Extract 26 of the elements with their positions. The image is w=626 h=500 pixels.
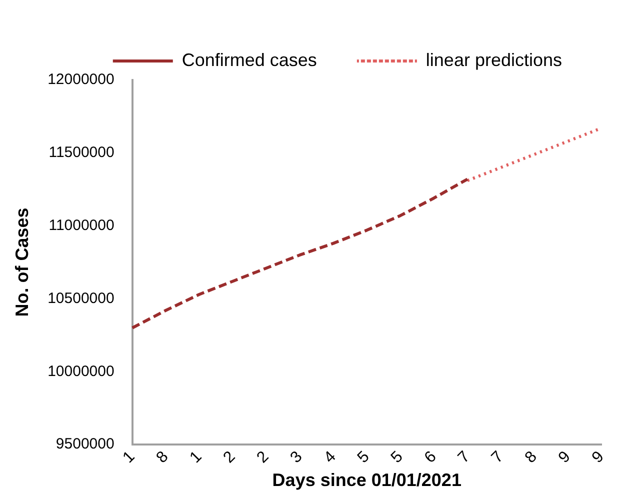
y-tick-label: 10500000: [48, 290, 114, 307]
x-tick-label: 1: [186, 448, 206, 467]
y-tick-label: 11000000: [48, 216, 114, 234]
y-tick-label: 9500000: [56, 436, 114, 453]
y-axis-title: No. of Cases: [12, 208, 32, 317]
y-tick-label: 11500000: [48, 144, 114, 162]
x-tick-label: 2: [220, 448, 239, 467]
x-tick-label: 6: [422, 448, 440, 467]
x-tick-label: 9: [589, 448, 608, 467]
legend-label: linear predictions: [426, 50, 562, 70]
x-tick-label: 8: [522, 448, 540, 467]
x-axis-title: Days since 01/01/2021: [272, 470, 462, 490]
y-tick-label: 10000000: [48, 362, 114, 380]
x-tick-label: 8: [153, 448, 172, 467]
x-tick-label: 5: [354, 448, 373, 467]
x-tick-label: 4: [321, 448, 340, 467]
x-tick-label: 7: [455, 448, 474, 467]
x-tick-label: 3: [287, 448, 306, 467]
x-tick-label: 7: [488, 448, 507, 467]
y-tick-label: 12000000: [48, 71, 114, 88]
x-tick-label: 1: [120, 448, 138, 467]
x-tick-label: 5: [388, 448, 406, 467]
x-tick-label: 2: [254, 448, 272, 467]
line-series: [130, 178, 469, 330]
legend-label: Confirmed cases: [182, 50, 317, 70]
x-tick-label: 9: [556, 448, 574, 467]
